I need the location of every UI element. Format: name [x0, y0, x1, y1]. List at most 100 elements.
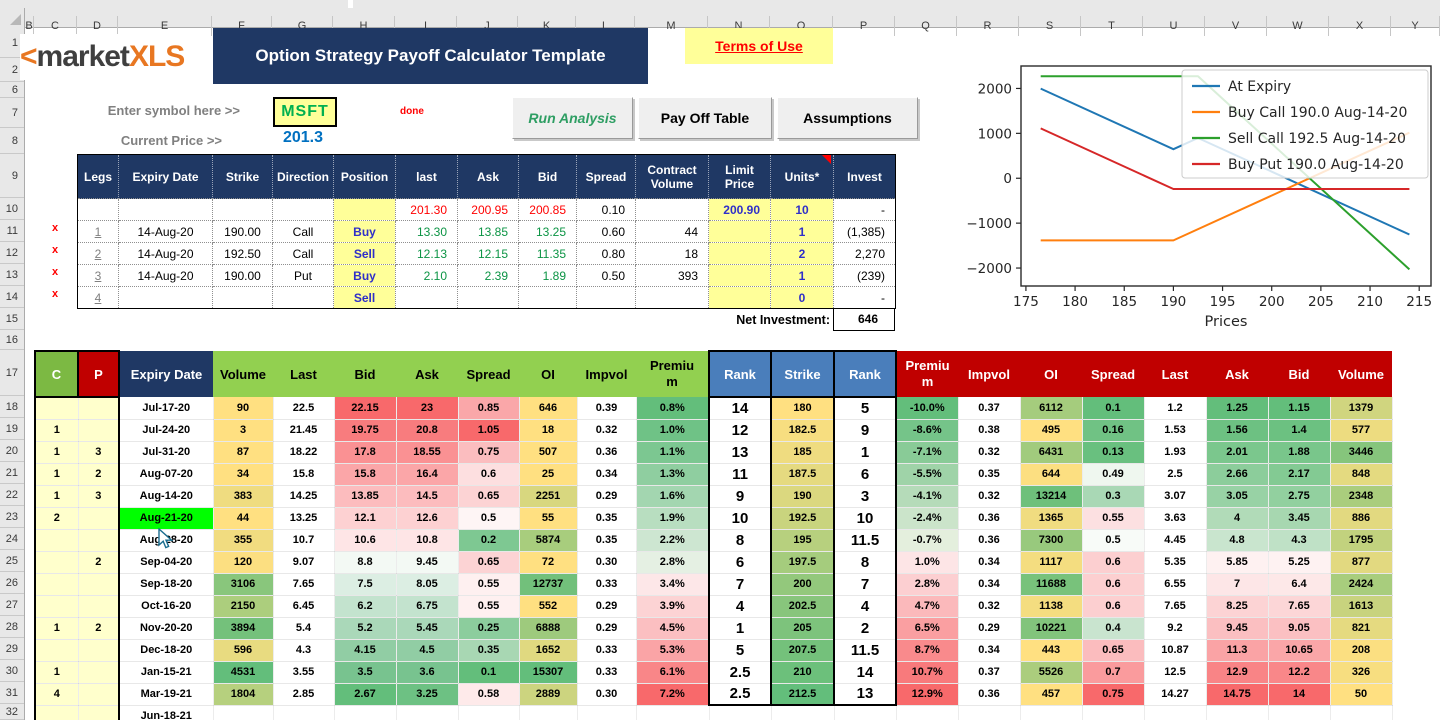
chain-cell[interactable]: 11688	[1020, 573, 1083, 596]
chain-cell[interactable]: 0.35	[577, 529, 637, 552]
chain-cell[interactable]: 2.5	[708, 683, 772, 706]
chain-cell[interactable]: 5526	[1020, 661, 1083, 684]
legs-cell[interactable]: 201.30	[395, 198, 458, 221]
chain-cell[interactable]: 87	[213, 441, 274, 464]
chain-cell[interactable]: 3	[78, 441, 120, 464]
row-header-19[interactable]: 19	[0, 418, 24, 440]
chain-cell[interactable]: Aug-14-20	[119, 485, 214, 508]
chain-cell[interactable]: 21.45	[273, 419, 335, 442]
chain-cell[interactable]: 3.25	[396, 683, 459, 706]
chain-cell[interactable]: 2.01	[1206, 441, 1269, 464]
chain-cell[interactable]: 185	[771, 441, 835, 464]
legs-cell[interactable]: 190.00	[212, 264, 273, 287]
chain-cell[interactable]: 0.37	[958, 397, 1021, 420]
chain-cell[interactable]: 0.34	[577, 463, 637, 486]
chain-cell[interactable]: 2251	[519, 485, 578, 508]
option-legs-table[interactable]: Legs Expiry Date Strike Direction Position la…	[77, 154, 896, 309]
legs-cell[interactable]: 14-Aug-20	[118, 264, 213, 287]
column-header-G[interactable]: G	[272, 16, 333, 36]
legs-cell[interactable]: 1	[770, 220, 834, 243]
column-header-O[interactable]: O	[770, 16, 833, 36]
chain-cell[interactable]: 208	[1330, 639, 1393, 662]
legs-cell[interactable]: 12.15	[457, 242, 519, 265]
delete-leg-2[interactable]: x	[51, 244, 59, 256]
column-header-V[interactable]: V	[1205, 16, 1267, 36]
column-header-X[interactable]: X	[1329, 16, 1391, 36]
delete-leg-1[interactable]: x	[51, 222, 59, 234]
chain-cell[interactable]: 5	[833, 397, 897, 420]
payoff-table-button[interactable]: Pay Off Table	[638, 97, 772, 139]
chain-cell[interactable]: 2424	[1330, 573, 1393, 596]
chain-cell[interactable]: 0.75	[1082, 683, 1145, 706]
chain-cell[interactable]: 6	[833, 463, 897, 486]
chain-cell[interactable]	[577, 705, 637, 720]
chain-cell[interactable]	[34, 639, 79, 662]
chain-cell[interactable]: 3.5	[334, 661, 397, 684]
chain-cell[interactable]: 1.9%	[636, 507, 710, 530]
run-analysis-button[interactable]: Run Analysis	[512, 97, 633, 139]
column-header-E[interactable]: E	[118, 16, 212, 36]
column-header-P[interactable]: P	[833, 16, 895, 36]
legs-cell[interactable]: Buy	[333, 220, 396, 243]
chain-cell[interactable]	[78, 661, 120, 684]
legs-cell[interactable]	[333, 198, 396, 221]
legs-cell[interactable]	[118, 286, 213, 309]
chain-cell[interactable]: 120	[213, 551, 274, 574]
chain-cell[interactable]: Aug-07-20	[119, 463, 214, 486]
chain-cell[interactable]: 10.7	[273, 529, 335, 552]
chain-cell[interactable]: 3.07	[1144, 485, 1207, 508]
chain-cell[interactable]: 207.5	[771, 639, 835, 662]
legs-cell[interactable]: 1.89	[518, 264, 577, 287]
chain-cell[interactable]	[1144, 705, 1207, 720]
legs-cell[interactable]: 2	[77, 242, 119, 265]
chain-cell[interactable]: Sep-04-20	[119, 551, 214, 574]
row-header-7[interactable]: 7	[0, 98, 24, 128]
chain-cell[interactable]: 4.3	[273, 639, 335, 662]
chain-cell[interactable]: 0.13	[1082, 441, 1145, 464]
chain-cell[interactable]: 6888	[519, 617, 578, 640]
chain-cell[interactable]: 2889	[519, 683, 578, 706]
chain-cell[interactable]: 192.5	[771, 507, 835, 530]
chain-cell[interactable]: 2.5	[1144, 463, 1207, 486]
chain-cell[interactable]: 8.05	[396, 573, 459, 596]
chain-cell[interactable]: Jul-31-20	[119, 441, 214, 464]
chain-cell[interactable]: 2	[78, 617, 120, 640]
chain-cell[interactable]: Aug-21-20	[119, 507, 214, 530]
legs-cell[interactable]: 2.10	[395, 264, 458, 287]
chain-cell[interactable]: 0.34	[958, 573, 1021, 596]
chain-cell[interactable]: 55	[519, 507, 578, 530]
chain-cell[interactable]: 200	[771, 573, 835, 596]
chain-cell[interactable]: 1.0%	[636, 419, 710, 442]
chain-cell[interactable]	[519, 705, 578, 720]
chain-cell[interactable]: 5.35	[1144, 551, 1207, 574]
legs-cell[interactable]: 44	[635, 220, 709, 243]
chain-cell[interactable]: 3.6	[396, 661, 459, 684]
legs-cell[interactable]	[708, 286, 771, 309]
chain-cell[interactable]: 19.75	[334, 419, 397, 442]
chain-cell[interactable]: 9	[833, 419, 897, 442]
chain-cell[interactable]: 3	[213, 419, 274, 442]
chain-cell[interactable]: 195	[771, 529, 835, 552]
legs-cell[interactable]: 0	[770, 286, 834, 309]
row-header-11[interactable]: 11	[0, 220, 24, 242]
chain-cell[interactable]: 5.2	[334, 617, 397, 640]
chain-cell[interactable]: 0.29	[958, 617, 1021, 640]
chain-cell[interactable]: 507	[519, 441, 578, 464]
row-header-1[interactable]: 1	[0, 28, 24, 58]
chain-cell[interactable]: 4	[833, 595, 897, 618]
chain-cell[interactable]: 2.8%	[636, 551, 710, 574]
chain-cell[interactable]: 8	[833, 551, 897, 574]
legs-cell[interactable]: 13.85	[457, 220, 519, 243]
chain-cell[interactable]: 2.75	[1268, 485, 1331, 508]
legs-cell[interactable]: Buy	[333, 264, 396, 287]
chain-cell[interactable]: 0.33	[577, 661, 637, 684]
chain-cell[interactable]: 12.5	[1144, 661, 1207, 684]
chain-cell[interactable]: 1	[34, 419, 79, 442]
chain-cell[interactable]	[78, 529, 120, 552]
chain-cell[interactable]: 596	[213, 639, 274, 662]
chain-cell[interactable]: 1.6%	[636, 485, 710, 508]
legs-cell[interactable]: 200.85	[518, 198, 577, 221]
chain-cell[interactable]: 1117	[1020, 551, 1083, 574]
legs-cell[interactable]: 1	[770, 264, 834, 287]
chain-cell[interactable]: 10.8	[396, 529, 459, 552]
